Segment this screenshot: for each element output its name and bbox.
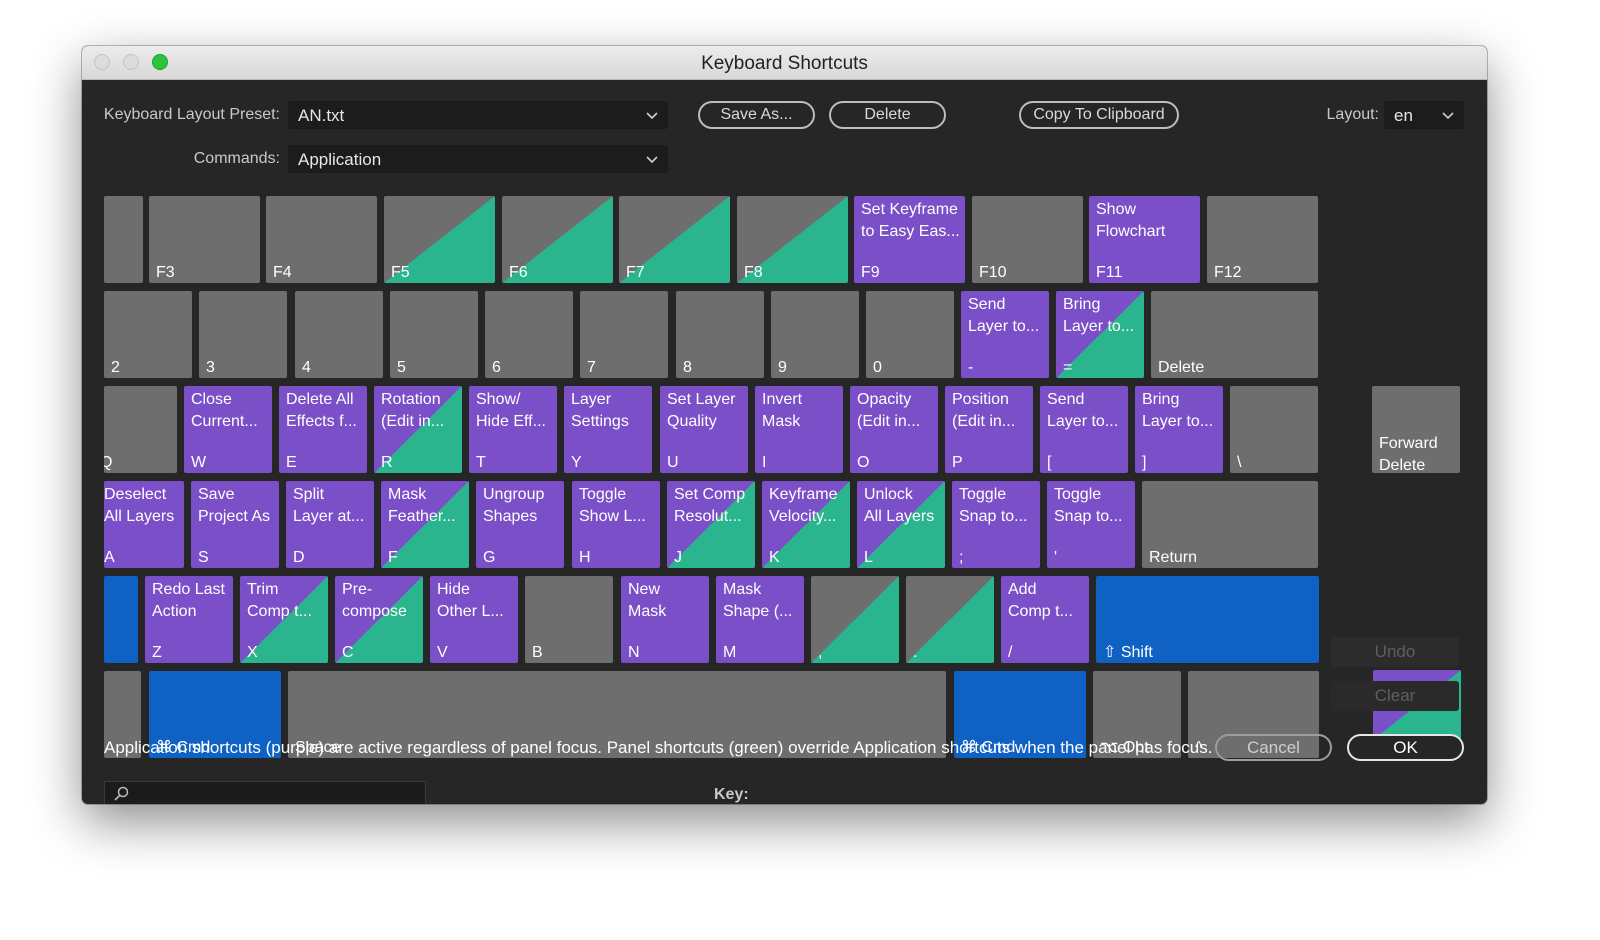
minimize-window-button[interactable] [123, 54, 139, 70]
key-x[interactable]: Trim Comp t... X [240, 576, 328, 663]
preset-select[interactable]: AN.txt [288, 101, 668, 129]
key-left-cmd[interactable]: ⌘ Cmd [149, 671, 281, 758]
key-l[interactable]: Unlock All Layers L [857, 481, 945, 568]
key-f9[interactable]: Set Keyframe to Easy Eas... F9 [854, 196, 965, 283]
footer-note: Application shortcuts (purple) are activ… [104, 738, 1213, 757]
key-q[interactable]: Q [104, 386, 177, 473]
key-return[interactable]: Return [1142, 481, 1318, 568]
layout-value: en [1394, 106, 1413, 125]
ok-button[interactable]: OK [1347, 734, 1464, 761]
key-r[interactable]: Rotation (Edit in... R [374, 386, 462, 473]
key-w[interactable]: Close Current... W [184, 386, 272, 473]
key-f8[interactable]: F8 [737, 196, 848, 283]
key-f10[interactable]: F10 [972, 196, 1083, 283]
key-t[interactable]: Show/ Hide Eff... T [469, 386, 557, 473]
layout-label: Layout: [1326, 106, 1379, 123]
key-left-bracket[interactable]: Send Layer to...[ [1040, 386, 1128, 473]
key-z[interactable]: Redo Last Action Z [145, 576, 233, 663]
key-period[interactable]: . [906, 576, 994, 663]
key-h[interactable]: Toggle Show L... H [572, 481, 660, 568]
keyboard-shortcuts-dialog: Keyboard Shortcuts Keyboard Layout Prese… [82, 46, 1487, 804]
key-forward-delete[interactable]: Forward Delete [1372, 386, 1460, 473]
key-6[interactable]: 6 [485, 291, 573, 378]
key-3[interactable]: 3 [199, 291, 287, 378]
key-o[interactable]: Opacity (Edit in... O [850, 386, 938, 473]
key-f4[interactable]: F4 [266, 196, 377, 283]
key-label: Key: [714, 786, 749, 803]
key-f11[interactable]: Show Flowchart F11 [1089, 196, 1200, 283]
key-i[interactable]: Invert Mask I [755, 386, 843, 473]
key-y[interactable]: Layer Settings Y [564, 386, 652, 473]
clear-button[interactable]: Clear [1331, 681, 1459, 711]
save-as-button[interactable]: Save As... [698, 101, 815, 129]
commands-value: Application [298, 150, 382, 169]
copy-to-clipboard-button[interactable]: Copy To Clipboard [1019, 101, 1179, 129]
key-n[interactable]: New Mask N [621, 576, 709, 663]
chevron-down-icon [646, 112, 658, 120]
key-slash[interactable]: Add Comp t... / [1001, 576, 1089, 663]
key-f7[interactable]: F7 [619, 196, 730, 283]
search-icon [114, 786, 129, 801]
key-k[interactable]: Keyframe Velocity... K [762, 481, 850, 568]
undo-button[interactable]: Undo [1331, 637, 1459, 667]
key-9[interactable]: 9 [771, 291, 859, 378]
cancel-button[interactable]: Cancel [1215, 734, 1332, 761]
commands-select[interactable]: Application [288, 145, 668, 173]
key-5[interactable]: 5 [390, 291, 478, 378]
key-b[interactable]: B [525, 576, 613, 663]
chevron-down-icon [1442, 112, 1454, 120]
key-right-cmd[interactable]: ⌘ Cmd [954, 671, 1086, 758]
key-e[interactable]: Delete All Effects f... E [279, 386, 367, 473]
key-j[interactable]: Set Comp Resolut... J [667, 481, 755, 568]
key-f5[interactable]: F5 [384, 196, 495, 283]
commands-label: Commands: [193, 150, 280, 167]
key-option-left[interactable] [104, 671, 141, 758]
key-semicolon[interactable]: Toggle Snap to...; [952, 481, 1040, 568]
key-7[interactable]: 7 [580, 291, 668, 378]
key-2[interactable]: 2 [104, 291, 192, 378]
key-space[interactable]: Space [288, 671, 946, 758]
key-right-bracket[interactable]: Bring Layer to...] [1135, 386, 1223, 473]
key-v[interactable]: Hide Other L... V [430, 576, 518, 663]
key-4[interactable]: 4 [295, 291, 383, 378]
key-m[interactable]: Mask Shape (... M [716, 576, 804, 663]
maximize-window-button[interactable] [152, 54, 168, 70]
key-f[interactable]: Mask Feather... F [381, 481, 469, 568]
key-equals[interactable]: Bring Layer to... = [1056, 291, 1144, 378]
key-quote[interactable]: Toggle Snap to... ' [1047, 481, 1135, 568]
key-8[interactable]: 8 [676, 291, 764, 378]
key-g[interactable]: Ungroup Shapes G [476, 481, 564, 568]
close-window-button[interactable] [94, 54, 110, 70]
preset-value: AN.txt [298, 106, 345, 125]
search-input[interactable] [104, 781, 426, 804]
key-0[interactable]: 0 [866, 291, 954, 378]
layout-select[interactable]: en [1384, 101, 1464, 129]
window-title: Keyboard Shortcuts [701, 53, 868, 74]
titlebar: Keyboard Shortcuts [82, 46, 1487, 80]
delete-preset-button[interactable]: Delete [829, 101, 946, 129]
key-right-control[interactable]: ^ [1188, 671, 1319, 758]
key-left-shift[interactable] [104, 576, 138, 663]
key-s[interactable]: Save Project As S [191, 481, 279, 568]
key-p[interactable]: Position (Edit in... P [945, 386, 1033, 473]
chevron-down-icon [646, 156, 658, 164]
key-backslash[interactable]: \ [1230, 386, 1318, 473]
key-f12[interactable]: F12 [1207, 196, 1318, 283]
key-d[interactable]: Split Layer at... D [286, 481, 374, 568]
key-f6[interactable]: F6 [502, 196, 613, 283]
key-right-shift[interactable]: ⇧ Shift [1096, 576, 1319, 663]
key-right-option[interactable]: ⌥ Opt [1093, 671, 1181, 758]
key-c[interactable]: Pre- compose C [335, 576, 423, 663]
key-f3[interactable]: F3 [149, 196, 260, 283]
key-a[interactable]: Deselect All Layers A [104, 481, 184, 568]
preset-label: Keyboard Layout Preset: [103, 106, 280, 123]
keyboard: F3 F4 F5 F6 F7 F8 Set Keyframe to Easy E… [82, 46, 1487, 804]
key-minus[interactable]: Send Layer to... - [961, 291, 1049, 378]
key-u[interactable]: Set Layer Quality U [660, 386, 748, 473]
key-delete[interactable]: Delete [1151, 291, 1318, 378]
key-comma[interactable]: , [811, 576, 899, 663]
key-f2-partial[interactable] [104, 196, 143, 283]
